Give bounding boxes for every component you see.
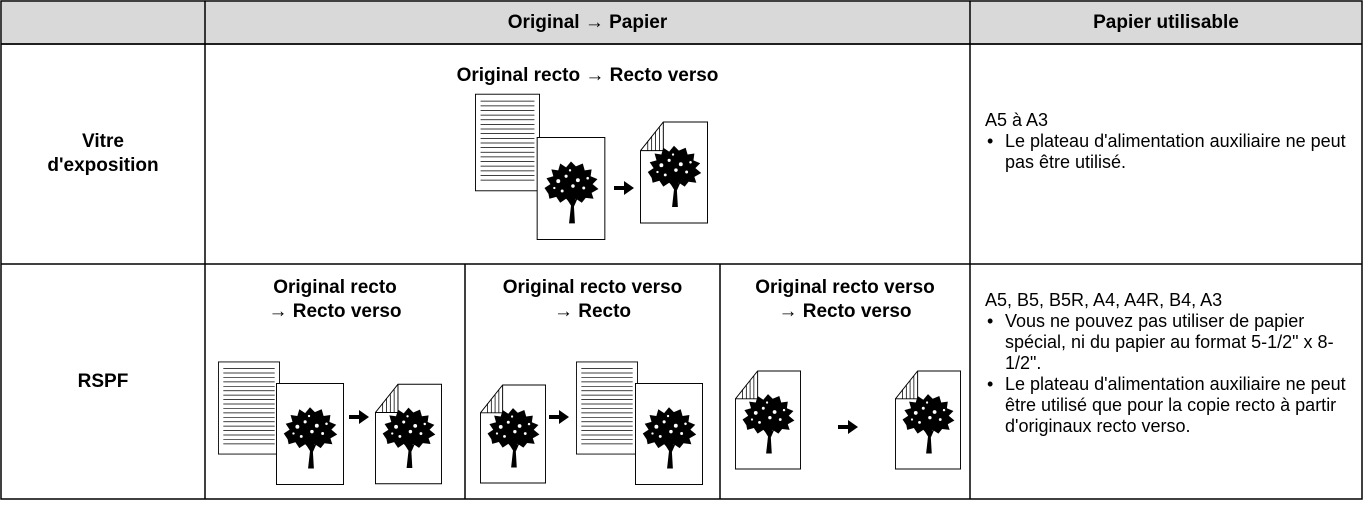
paper-sizes: A5 à A3 (985, 110, 1049, 130)
header-cell: Original → Papier (206, 2, 969, 43)
paper-info: A5 à A3 Le plateau d'alimentation auxili… (971, 110, 1361, 173)
paper-info: A5, B5, B5R, A4, A4R, B4, A3 Vous ne pou… (971, 290, 1361, 437)
row-label: RSPF (77, 371, 129, 392)
row-label: Vitre d'exposition (47, 131, 159, 176)
paper-sizes: A5, B5, B5R, A4, A4R, B4, A3 (985, 290, 1223, 310)
note: Le plateau d'alimentation auxiliaire ne … (985, 374, 1351, 437)
note: Le plateau d'alimentation auxiliaire ne … (985, 131, 1351, 173)
mode-title: Original recto → Recto verso (456, 65, 719, 86)
mode-title: Original recto verso → Recto verso (755, 277, 935, 322)
notes: Vous ne pouvez pas utiliser de papier sp… (985, 311, 1351, 437)
mode-title: Original recto verso → Recto (502, 277, 683, 322)
header-cell: Papier utilisable (971, 2, 1361, 43)
mode-title: Original recto → Recto verso (268, 277, 402, 322)
note: Vous ne pouvez pas utiliser de papier sp… (985, 311, 1351, 374)
notes: Le plateau d'alimentation auxiliaire ne … (985, 131, 1351, 173)
